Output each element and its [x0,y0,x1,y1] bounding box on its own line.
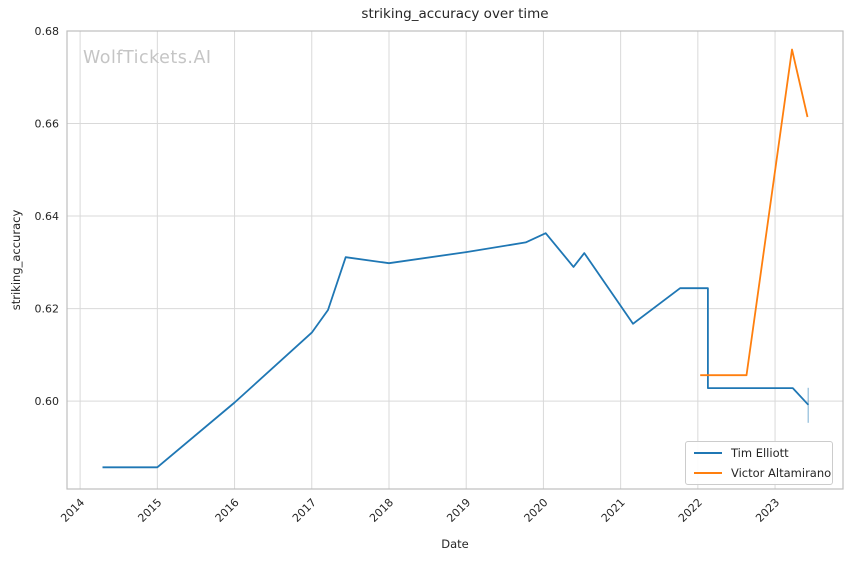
x-tick-label: 2017 [290,496,319,525]
plot-border [66,30,844,490]
x-tick-label: 2019 [444,496,473,525]
y-axis-label: striking_accuracy [9,209,23,311]
y-tick-label: 0.64 [35,210,60,223]
x-axis-label: Date [441,537,469,551]
x-tick-label: 2020 [522,496,551,525]
x-tick-label: 2018 [367,496,396,525]
legend-entry: Victor Altamirano [694,465,831,483]
series-line-victor-altamirano [700,48,809,377]
legend: Tim Elliott Victor Altamirano [685,441,833,485]
legend-label: Tim Elliott [731,445,789,460]
y-tick-label: 0.68 [35,25,60,38]
x-tick-label: 2023 [753,496,782,525]
y-tick-label: 0.60 [35,395,60,408]
x-tick-label: 2016 [213,496,242,525]
x-tick-label: 2022 [676,496,705,525]
watermark-text: WolfTickets.AI [83,48,212,68]
legend-line-swatch [694,472,722,475]
y-tick-label: 0.66 [35,118,60,131]
legend-line-swatch [694,451,722,454]
legend-entry: Tim Elliott [694,444,824,462]
x-tick-label: 2015 [135,496,164,525]
legend-label: Victor Altamirano [731,466,832,481]
series-line-tim-elliott [102,232,809,469]
chart-title: striking_accuracy over time [361,6,549,22]
x-tick-label: 2014 [58,496,87,525]
x-tick-label: 2021 [599,496,628,525]
y-tick-label: 0.62 [35,303,60,316]
